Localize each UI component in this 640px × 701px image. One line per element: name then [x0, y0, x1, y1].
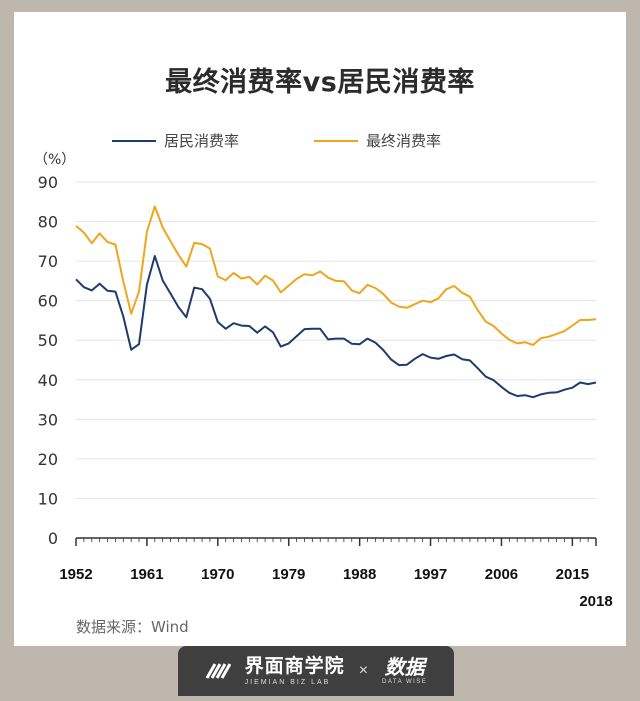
x-tick-label: 1952 — [59, 566, 92, 583]
x-tick-label: 1961 — [130, 566, 163, 583]
x-tick-label: 1997 — [414, 566, 447, 583]
x-tick-label: 2006 — [485, 566, 518, 583]
brand-datawise-name: 数据 — [384, 655, 425, 679]
line-chart: 0 10 20 30 40 50 60 70 80 90 1952 1961 1970 1979 1988… — [34, 152, 613, 610]
brand-jiemian: 界面商学院 JIEMIAN BIZ LAB — [244, 654, 345, 686]
brand-jiemian-name: 界面商学院 — [244, 654, 345, 677]
y-tick-label: 0 — [48, 529, 58, 548]
y-tick-label: 30 — [38, 410, 58, 429]
brand-datawise: 数据 DATA WISE — [382, 657, 427, 685]
legend-item-resident: 居民消费率 — [112, 130, 239, 151]
source-note: 数据来源：Wind — [76, 618, 189, 636]
x-tick-label: 2015 — [556, 566, 589, 583]
legend-label-resident: 居民消费率 — [164, 132, 240, 150]
chart-card: 最终消费率vs居民消费率 居民消费率 最终消费率 0 10 20 30 40 50 60 70… — [14, 12, 626, 646]
y-tick-label: 80 — [38, 213, 58, 232]
jiemian-logo-icon — [205, 663, 231, 679]
chart-title: 最终消费率vs居民消费率 — [165, 67, 475, 98]
y-tick-label: 70 — [38, 252, 58, 271]
x-tick-label: 2018 — [579, 593, 612, 610]
y-axis-label: （%） — [34, 152, 75, 168]
series-line-resident — [75, 255, 597, 399]
x-tick-label: 1979 — [272, 566, 305, 583]
y-tick-label: 40 — [38, 371, 58, 390]
y-tick-label: 10 — [38, 489, 58, 508]
y-tick-label: 50 — [38, 331, 58, 350]
y-tick-label: 20 — [38, 450, 58, 469]
y-tick-label: 60 — [38, 292, 58, 311]
brand-separator: × — [358, 662, 369, 679]
footer-banner: 界面商学院 JIEMIAN BIZ LAB × 数据 DATA WISE — [178, 646, 454, 696]
brand-datawise-sub: DATA WISE — [382, 679, 428, 685]
y-tick-label: 90 — [38, 173, 58, 192]
x-tick-label: 1970 — [201, 566, 234, 583]
legend-label-final: 最终消费率 — [366, 132, 442, 150]
legend-item-final: 最终消费率 — [314, 130, 441, 151]
legend-swatch-final — [314, 139, 358, 142]
x-tick-label: 1988 — [343, 566, 376, 583]
brand-jiemian-sub: JIEMIAN BIZ LAB — [244, 678, 331, 686]
legend-swatch-resident — [112, 139, 156, 142]
series-line-final — [75, 205, 597, 346]
